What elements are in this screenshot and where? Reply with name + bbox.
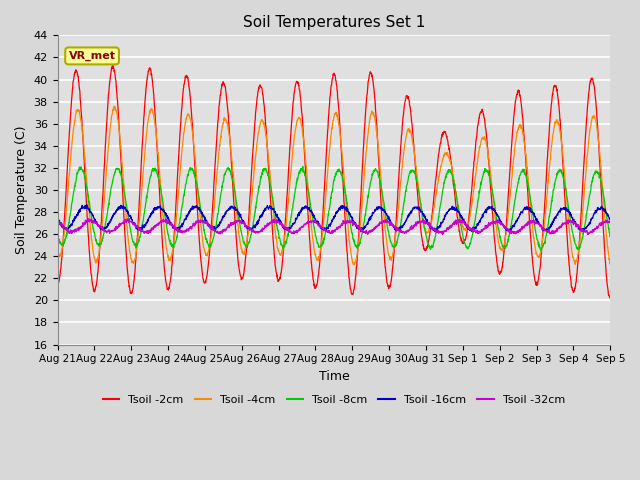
Line: Tsoil -32cm: Tsoil -32cm xyxy=(58,219,611,235)
Tsoil -32cm xyxy=(607,219,614,225)
Tsoil -4cm xyxy=(607,260,614,265)
Tsoil -32cm xyxy=(82,220,90,226)
Tsoil -32cm xyxy=(591,227,598,232)
Tsoil -4cm xyxy=(591,114,598,120)
Tsoil -4cm xyxy=(308,228,316,233)
Tsoil -2cm xyxy=(54,280,61,286)
Tsoil -8cm xyxy=(299,164,307,169)
Tsoil -2cm xyxy=(109,63,117,69)
Tsoil -16cm xyxy=(489,206,497,212)
Tsoil -4cm xyxy=(591,114,598,120)
Line: Tsoil -16cm: Tsoil -16cm xyxy=(58,204,611,232)
Tsoil -8cm xyxy=(489,193,497,199)
Title: Soil Temperatures Set 1: Soil Temperatures Set 1 xyxy=(243,15,425,30)
Tsoil -16cm xyxy=(323,226,330,232)
Tsoil -2cm xyxy=(607,294,614,300)
Tsoil -4cm xyxy=(110,103,118,109)
Tsoil -4cm xyxy=(490,196,497,202)
Tsoil -32cm xyxy=(308,219,316,225)
X-axis label: Time: Time xyxy=(319,370,349,383)
Tsoil -4cm xyxy=(82,166,90,172)
Tsoil -2cm xyxy=(606,295,614,301)
Tsoil -8cm xyxy=(308,211,316,217)
Tsoil -8cm xyxy=(591,171,598,177)
Tsoil -2cm xyxy=(590,83,598,88)
Tsoil -32cm xyxy=(591,226,598,232)
Tsoil -16cm xyxy=(505,229,513,235)
Tsoil -32cm xyxy=(323,228,330,233)
Line: Tsoil -8cm: Tsoil -8cm xyxy=(58,167,611,250)
Tsoil -16cm xyxy=(591,211,598,216)
Tsoil -2cm xyxy=(323,145,330,151)
Tsoil -16cm xyxy=(607,217,614,223)
Tsoil -2cm xyxy=(82,188,90,194)
Tsoil -32cm xyxy=(439,232,447,238)
Tsoil -16cm xyxy=(82,204,90,210)
Tsoil -4cm xyxy=(323,182,330,188)
Tsoil -8cm xyxy=(591,170,598,176)
Line: Tsoil -2cm: Tsoil -2cm xyxy=(58,66,611,298)
Tsoil -2cm xyxy=(591,86,598,92)
Tsoil -8cm xyxy=(82,178,90,183)
Tsoil -16cm xyxy=(54,216,61,222)
Tsoil -8cm xyxy=(537,247,545,253)
Tsoil -2cm xyxy=(489,217,497,223)
Tsoil -8cm xyxy=(54,229,61,235)
Tsoil -16cm xyxy=(308,210,316,216)
Line: Tsoil -4cm: Tsoil -4cm xyxy=(58,106,611,264)
Tsoil -32cm xyxy=(490,218,497,224)
Tsoil -32cm xyxy=(125,216,133,222)
Tsoil -4cm xyxy=(350,262,358,267)
Tsoil -32cm xyxy=(54,218,61,224)
Text: VR_met: VR_met xyxy=(68,51,116,61)
Legend: Tsoil -2cm, Tsoil -4cm, Tsoil -8cm, Tsoil -16cm, Tsoil -32cm: Tsoil -2cm, Tsoil -4cm, Tsoil -8cm, Tsoi… xyxy=(99,390,570,409)
Tsoil -4cm xyxy=(54,250,61,256)
Y-axis label: Soil Temperature (C): Soil Temperature (C) xyxy=(15,126,28,254)
Tsoil -16cm xyxy=(591,211,598,216)
Tsoil -16cm xyxy=(83,202,91,207)
Tsoil -8cm xyxy=(607,233,614,239)
Tsoil -8cm xyxy=(323,222,330,228)
Tsoil -2cm xyxy=(308,266,316,272)
